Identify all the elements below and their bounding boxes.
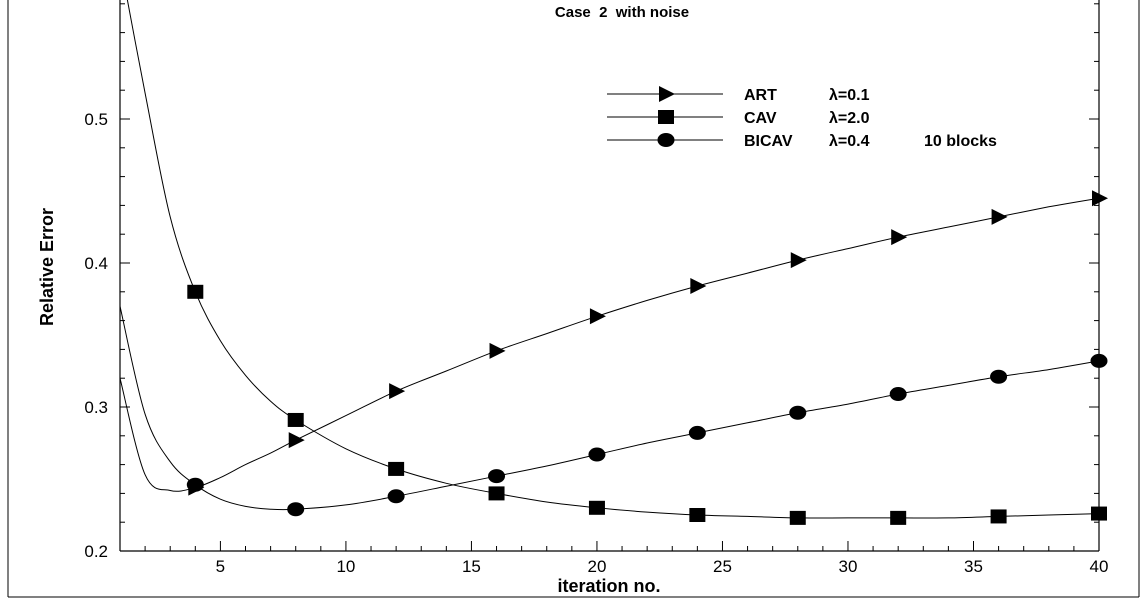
x-tick-label: 30 (839, 557, 858, 576)
legend-param-bicav: λ=0.4 (829, 133, 870, 150)
legend-param-art: λ=0.1 (829, 87, 870, 104)
data-point-cav (388, 461, 405, 476)
data-point-bicav (287, 502, 305, 517)
legend-marker-bicav (657, 133, 675, 147)
legend-label-art: ART (744, 87, 777, 104)
y-tick-label: 0.2 (84, 542, 108, 561)
y-axis-label: Relative Error (37, 208, 57, 326)
data-point-cav (1091, 506, 1107, 521)
data-point-bicav (789, 405, 807, 420)
legend-marker-art (659, 86, 675, 102)
series-markers (186, 190, 1108, 525)
series-line-art (120, 197, 1099, 492)
data-point-bicav (889, 387, 907, 402)
y-tick-label: 0.4 (84, 254, 108, 273)
data-point-art (589, 308, 606, 325)
data-point-art (489, 342, 506, 359)
x-tick-label: 20 (587, 557, 606, 576)
data-point-bicav (688, 425, 706, 440)
data-point-cav (588, 500, 605, 515)
legend-label-bicav: BICAV (744, 133, 793, 150)
data-point-bicav (588, 447, 606, 462)
data-point-art (389, 383, 406, 400)
data-point-art (891, 229, 908, 246)
y-tick-label: 0.5 (84, 110, 108, 129)
data-point-cav (689, 508, 706, 522)
legend-label-cav: CAV (744, 110, 777, 127)
x-tick-label: 10 (336, 557, 355, 576)
data-point-bicav (186, 477, 204, 492)
series-lines (120, 0, 1099, 519)
x-tick-label: 40 (1090, 557, 1109, 576)
y-tick-label: 0.3 (84, 398, 108, 417)
series-line-cav (126, 0, 1099, 519)
series-line-bicav (120, 306, 1099, 511)
data-point-cav (990, 509, 1007, 524)
x-axis-label: iteration no. (558, 576, 661, 596)
data-point-cav (789, 510, 806, 525)
data-point-bicav (1090, 353, 1108, 368)
data-point-bicav (488, 469, 506, 484)
legend-marker-cav (658, 110, 674, 124)
data-point-cav (890, 510, 907, 525)
data-point-cav (187, 284, 204, 299)
legend-blocks-bicav: 10 blocks (924, 133, 997, 150)
data-point-cav (287, 412, 304, 427)
data-point-art (790, 252, 807, 269)
data-point-cav (488, 486, 505, 501)
x-tick-label: 5 (216, 557, 225, 576)
data-point-art (690, 278, 707, 295)
legend: ART λ=0.1 CAV λ=2.0 BICAV λ=0.4 10 blocks (607, 86, 997, 150)
data-point-art (1092, 190, 1108, 207)
data-point-bicav (990, 369, 1008, 384)
x-tick-label: 25 (713, 557, 732, 576)
x-tick-label: 15 (462, 557, 481, 576)
chart-title: Case 2 with noise (555, 4, 689, 21)
axis-ticks: 5 10 15 20 25 30 35 40 0.2 0.3 0.4 0.5 (84, 3, 1109, 576)
x-tick-label: 35 (964, 557, 983, 576)
data-point-art (991, 208, 1008, 225)
axes (119, 0, 1100, 552)
data-point-bicav (387, 489, 405, 504)
legend-param-cav: λ=2.0 (829, 110, 870, 127)
data-point-art (288, 432, 305, 449)
